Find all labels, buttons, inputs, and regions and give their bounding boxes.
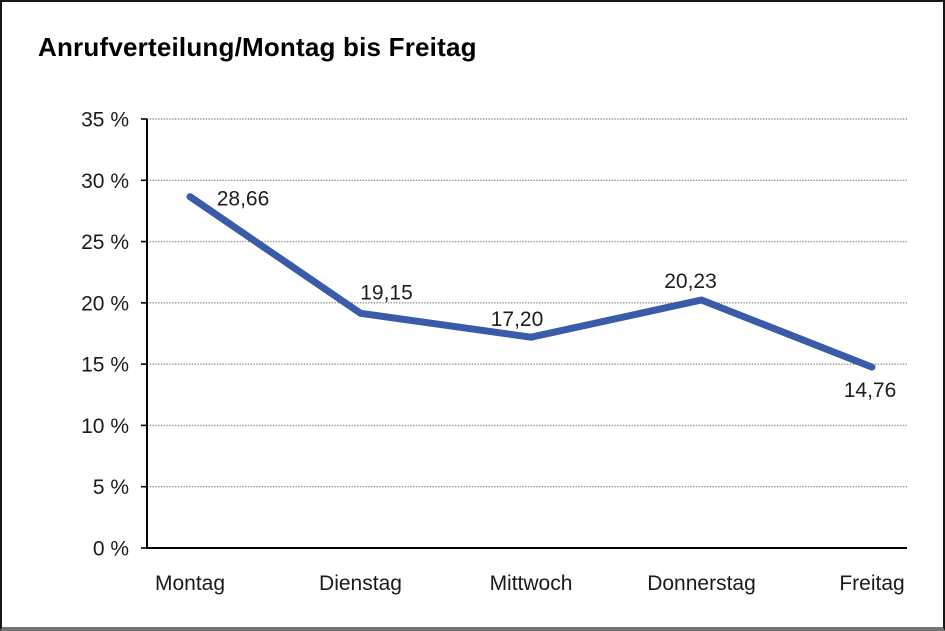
y-tick-label: 20 %: [81, 292, 129, 315]
data-point-label: 20,23: [664, 270, 717, 293]
x-tick-label: Freitag: [839, 572, 904, 595]
series-line: [186, 193, 876, 371]
y-tick-label: 5 %: [93, 476, 129, 499]
chart-title: Anrufverteilung/Montag bis Freitag: [38, 32, 477, 62]
data-point-label: 19,15: [360, 281, 413, 304]
y-tick-label: 10 %: [81, 415, 129, 438]
data-point-label: 28,66: [217, 188, 270, 211]
y-tick-label: 35 %: [81, 109, 129, 132]
x-tick-label: Mittwoch: [490, 572, 573, 595]
data-point-label: 17,20: [491, 308, 544, 331]
y-tick-label: 15 %: [81, 354, 129, 377]
y-tick-label: 25 %: [81, 231, 129, 254]
x-tick-label: Donnerstag: [647, 572, 756, 595]
y-tick-label: 30 %: [81, 170, 129, 193]
x-tick-label: Dienstag: [319, 572, 402, 595]
y-tick-label: 0 %: [93, 538, 129, 561]
data-point-label: 14,76: [844, 379, 897, 402]
x-tick-label: Montag: [155, 572, 225, 595]
